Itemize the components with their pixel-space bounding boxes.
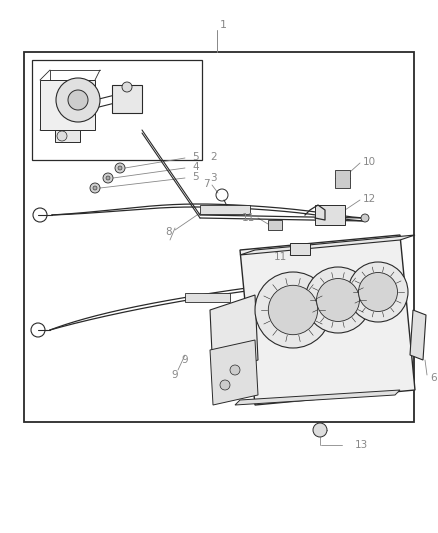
Text: 11: 11 <box>242 213 255 223</box>
Circle shape <box>348 262 408 322</box>
Text: 8: 8 <box>166 227 172 237</box>
Text: 4: 4 <box>192 162 198 172</box>
Polygon shape <box>240 235 415 255</box>
Bar <box>55 130 80 142</box>
Circle shape <box>255 272 331 348</box>
Circle shape <box>361 277 369 285</box>
Bar <box>268 220 282 230</box>
Circle shape <box>361 214 369 222</box>
Bar <box>335 170 350 188</box>
Polygon shape <box>210 295 258 375</box>
Circle shape <box>313 423 327 437</box>
Polygon shape <box>210 340 258 405</box>
Circle shape <box>68 90 88 110</box>
Circle shape <box>317 279 360 321</box>
Circle shape <box>305 267 371 333</box>
Polygon shape <box>40 80 95 130</box>
Circle shape <box>90 183 100 193</box>
Text: 1: 1 <box>220 20 227 30</box>
Text: 10: 10 <box>363 157 376 167</box>
Text: 9: 9 <box>172 370 178 380</box>
Bar <box>32 60 202 160</box>
Text: 5: 5 <box>192 152 198 162</box>
Circle shape <box>115 163 125 173</box>
Bar <box>24 52 414 422</box>
Text: 3: 3 <box>210 173 217 183</box>
Circle shape <box>220 380 230 390</box>
Circle shape <box>118 166 122 170</box>
Text: 13: 13 <box>355 440 368 450</box>
Bar <box>200 205 250 214</box>
Polygon shape <box>235 390 400 405</box>
Circle shape <box>358 272 398 311</box>
Circle shape <box>103 173 113 183</box>
Bar <box>315 205 345 225</box>
Circle shape <box>268 285 318 335</box>
Bar <box>112 85 142 113</box>
Circle shape <box>93 186 97 190</box>
Text: 6: 6 <box>430 373 437 383</box>
Text: 5: 5 <box>192 172 198 182</box>
Text: 9: 9 <box>182 355 188 365</box>
Circle shape <box>57 131 67 141</box>
Text: 11: 11 <box>274 252 287 262</box>
Text: 12: 12 <box>363 194 376 204</box>
Bar <box>290 243 310 255</box>
Circle shape <box>122 82 132 92</box>
Circle shape <box>230 365 240 375</box>
Text: 7: 7 <box>203 179 210 189</box>
Polygon shape <box>240 235 415 405</box>
Bar <box>185 293 230 302</box>
Text: 2: 2 <box>210 152 217 162</box>
Circle shape <box>106 176 110 180</box>
Circle shape <box>56 78 100 122</box>
Polygon shape <box>410 310 426 360</box>
